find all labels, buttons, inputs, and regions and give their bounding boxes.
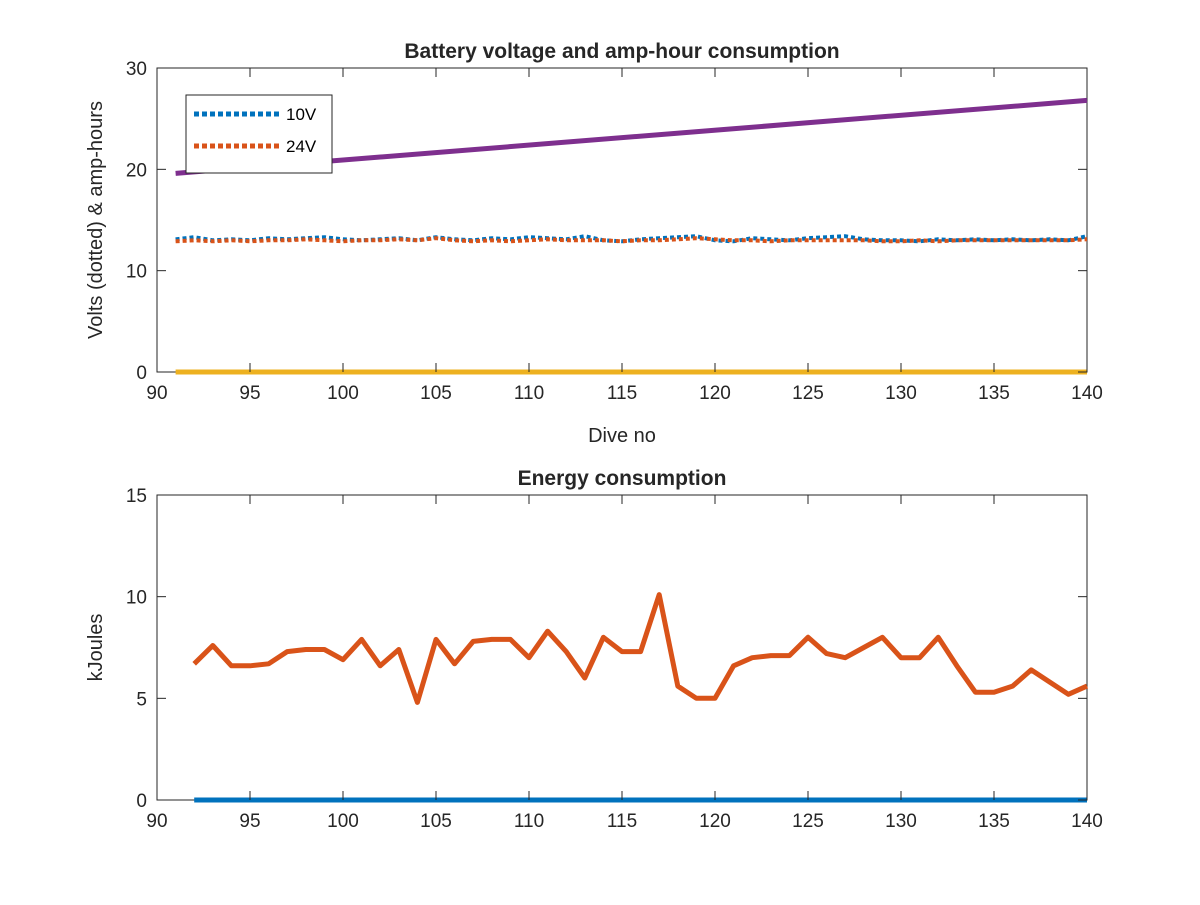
x-tick-label: 105 bbox=[420, 811, 452, 832]
legend-box bbox=[185, 94, 333, 174]
chart-title: Battery voltage and amp-hour consumption bbox=[404, 40, 839, 63]
x-tick-label: 120 bbox=[699, 383, 731, 404]
x-tick-label: 130 bbox=[885, 811, 917, 832]
x-tick-label: 140 bbox=[1071, 811, 1103, 832]
legend: 10V 24V bbox=[185, 94, 333, 174]
chart-title: Energy consumption bbox=[518, 467, 727, 490]
x-tick-label: 95 bbox=[239, 811, 260, 832]
x-tick-label: 100 bbox=[327, 383, 359, 404]
x-tick-label: 135 bbox=[978, 383, 1010, 404]
y-tick-label: 10 bbox=[126, 262, 147, 283]
y-axis-label: kJoules bbox=[85, 614, 107, 682]
chart-panel-1: 90 95 100 105 110 115 120 125 130 135 140 0 10 20 30 Ba… bbox=[85, 40, 1103, 447]
x-tick-label: 100 bbox=[327, 811, 359, 832]
x-tick-label: 110 bbox=[514, 811, 544, 832]
legend-label-10v: 10V bbox=[286, 105, 317, 124]
x-axis-label: Dive no bbox=[588, 425, 656, 447]
y-tick-label: 5 bbox=[136, 689, 147, 710]
x-tick-label: 90 bbox=[146, 383, 167, 404]
y-tick-label: 30 bbox=[126, 59, 147, 80]
y-tick-label: 15 bbox=[126, 486, 147, 507]
chart-panel-2: 90 95 100 105 110 115 120 125 130 135 140 0 5 10 15 Ene… bbox=[85, 467, 1103, 832]
series-line-series-2 bbox=[192, 592, 1089, 705]
y-axis-label: Volts (dotted) & amp-hours bbox=[85, 101, 107, 339]
x-tick-label: 135 bbox=[978, 811, 1010, 832]
x-tick-label: 130 bbox=[885, 383, 917, 404]
x-tick-label: 140 bbox=[1071, 383, 1103, 404]
legend-label-24v: 24V bbox=[286, 137, 317, 156]
y-tick-label: 20 bbox=[126, 160, 147, 181]
y-tick-label: 10 bbox=[126, 588, 147, 609]
y-tick-label: 0 bbox=[136, 791, 147, 812]
x-tick-label: 105 bbox=[420, 383, 452, 404]
y-tick-label: 0 bbox=[136, 363, 147, 384]
series-line-24v bbox=[175, 236, 1088, 244]
x-tick-label: 115 bbox=[607, 811, 637, 832]
x-tick-label: 110 bbox=[514, 383, 544, 404]
x-tick-label: 115 bbox=[607, 383, 637, 404]
x-tick-label: 95 bbox=[239, 383, 260, 404]
x-tick-label: 125 bbox=[792, 383, 824, 404]
x-tick-label: 125 bbox=[792, 811, 824, 832]
x-tick-label: 90 bbox=[146, 811, 167, 832]
x-tick-label: 120 bbox=[699, 811, 731, 832]
